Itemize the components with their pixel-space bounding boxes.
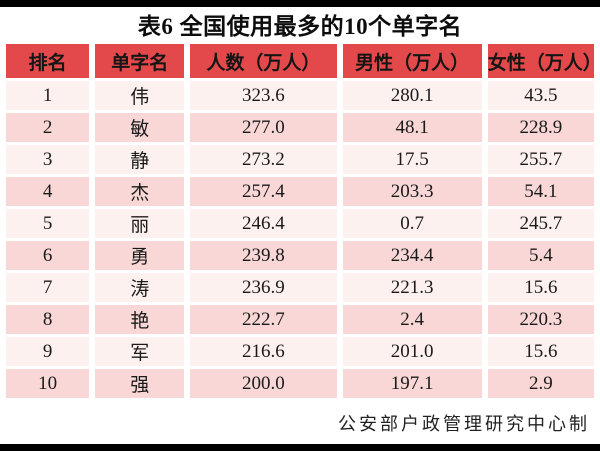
- table-cell: 涛: [95, 273, 185, 302]
- table-cell: 255.7: [487, 145, 594, 174]
- table-cell: 勇: [95, 241, 185, 270]
- table-cell: 280.1: [342, 81, 482, 110]
- table-cell: 艳: [95, 305, 185, 334]
- table-cell: 54.1: [487, 177, 594, 206]
- table-cell: 3: [6, 145, 90, 174]
- table-cell: 0.7: [342, 209, 482, 238]
- table-cell: 8: [6, 305, 90, 334]
- table-cell: 9: [6, 337, 90, 366]
- table-body: 1 伟 323.6 280.1 43.5 2 敏 277.0 48.1 228.9 3 静 273.2 1…: [6, 81, 594, 398]
- table-cell: 216.6: [190, 337, 337, 366]
- table-cell: 1: [6, 81, 90, 110]
- table-cell: 15.6: [487, 273, 594, 302]
- table-cell: 201.0: [342, 337, 482, 366]
- table-cell: 7: [6, 273, 90, 302]
- table-cell: 10: [6, 369, 90, 398]
- table-cell: 2.9: [487, 369, 594, 398]
- table-cell: 强: [95, 369, 185, 398]
- table-row: 3 静 273.2 17.5 255.7: [6, 145, 594, 174]
- table-cell: 丽: [95, 209, 185, 238]
- table-cell: 军: [95, 337, 185, 366]
- table-header-row: 排名 单字名 人数（万人） 男性（万人） 女性（万人）: [6, 44, 594, 78]
- table-row: 10 强 200.0 197.1 2.9: [6, 369, 594, 398]
- column-header: 单字名: [95, 44, 185, 78]
- column-header: 人数（万人）: [190, 44, 337, 78]
- table-cell: 43.5: [487, 81, 594, 110]
- table-cell: 222.7: [190, 305, 337, 334]
- table-cell: 5: [6, 209, 90, 238]
- table-cell: 246.4: [190, 209, 337, 238]
- table-cell: 245.7: [487, 209, 594, 238]
- table-row: 1 伟 323.6 280.1 43.5: [6, 81, 594, 110]
- table-row: 2 敏 277.0 48.1 228.9: [6, 113, 594, 142]
- table-cell: 257.4: [190, 177, 337, 206]
- title-zone: 表6 全国使用最多的10个单字名: [0, 7, 600, 41]
- table-row: 6 勇 239.8 234.4 5.4: [6, 241, 594, 270]
- table-cell: 4: [6, 177, 90, 206]
- bottom-letterbox-bar: [0, 444, 600, 451]
- table-cell: 239.8: [190, 241, 337, 270]
- table-cell: 伟: [95, 81, 185, 110]
- table-cell: 220.3: [487, 305, 594, 334]
- table-cell: 15.6: [487, 337, 594, 366]
- table-cell: 228.9: [487, 113, 594, 142]
- table-row: 8 艳 222.7 2.4 220.3: [6, 305, 594, 334]
- table-cell: 2: [6, 113, 90, 142]
- table-cell: 敏: [95, 113, 185, 142]
- table-cell: 203.3: [342, 177, 482, 206]
- column-header: 女性（万人）: [487, 44, 594, 78]
- table-row: 5 丽 246.4 0.7 245.7: [6, 209, 594, 238]
- column-header: 男性（万人）: [342, 44, 482, 78]
- table-cell: 323.6: [190, 81, 337, 110]
- table-cell: 221.3: [342, 273, 482, 302]
- table-cell: 277.0: [190, 113, 337, 142]
- top-letterbox-bar: [0, 0, 600, 7]
- source-note: 公安部户政管理研究中心制: [338, 413, 590, 434]
- footer-zone: 公安部户政管理研究中心制: [0, 401, 600, 444]
- table-cell: 17.5: [342, 145, 482, 174]
- table-row: 9 军 216.6 201.0 15.6: [6, 337, 594, 366]
- table-cell: 273.2: [190, 145, 337, 174]
- table-cell: 2.4: [342, 305, 482, 334]
- column-header: 排名: [6, 44, 90, 78]
- table-cell: 234.4: [342, 241, 482, 270]
- table-cell: 236.9: [190, 273, 337, 302]
- table-title: 表6 全国使用最多的10个单字名: [137, 14, 463, 39]
- single-character-names-table: 排名 单字名 人数（万人） 男性（万人） 女性（万人） 1 伟 323.6 280.1 43.5…: [0, 41, 600, 401]
- table-cell: 5.4: [487, 241, 594, 270]
- table-cell: 杰: [95, 177, 185, 206]
- table-cell: 静: [95, 145, 185, 174]
- table-cell: 6: [6, 241, 90, 270]
- table-cell: 197.1: [342, 369, 482, 398]
- table-row: 4 杰 257.4 203.3 54.1: [6, 177, 594, 206]
- table-row: 7 涛 236.9 221.3 15.6: [6, 273, 594, 302]
- table-cell: 200.0: [190, 369, 337, 398]
- table-cell: 48.1: [342, 113, 482, 142]
